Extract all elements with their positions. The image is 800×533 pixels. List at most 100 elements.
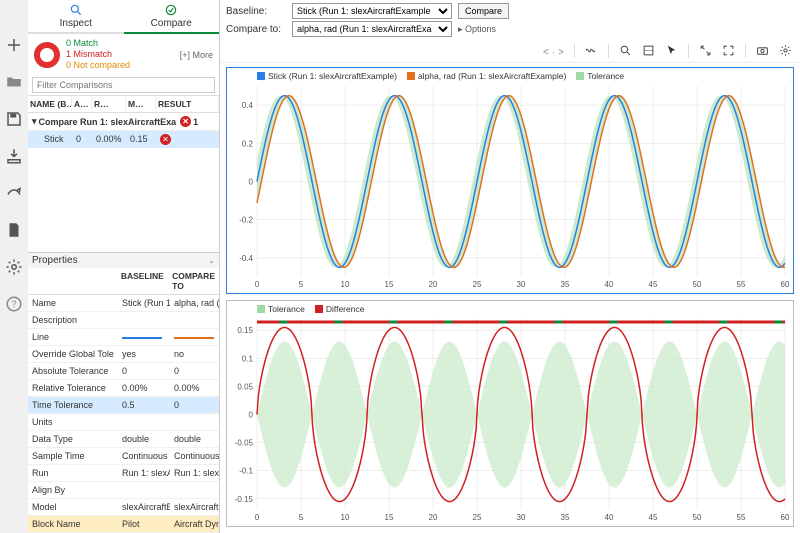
props-row[interactable]: Description (28, 312, 219, 329)
svg-text:0.15: 0.15 (237, 326, 253, 335)
props-row[interactable]: ModelslexAircraftExaslexAircraftExa (28, 499, 219, 516)
expand-icon[interactable] (699, 44, 712, 60)
svg-text:25: 25 (473, 280, 482, 289)
svg-text:60: 60 (781, 280, 790, 289)
props-row[interactable]: Sample TimeContinuousContinuous (28, 448, 219, 465)
collapse-icon[interactable]: ⌄ (208, 256, 215, 265)
svg-text:10: 10 (341, 513, 350, 522)
fit-icon[interactable] (642, 44, 655, 60)
props-row[interactable]: Align By (28, 482, 219, 499)
compareto-label: Compare to: (226, 24, 286, 35)
svg-text:5: 5 (299, 280, 304, 289)
svg-text:40: 40 (605, 513, 614, 522)
row-max: 0.15 (128, 134, 158, 145)
row-rel: 0.00% (94, 134, 128, 145)
group-row[interactable]: ▾ Compare Run 1: slexAircraftExa ✕ 1 (28, 113, 219, 131)
group-fail-icon: ✕ (180, 116, 191, 127)
difference-chart[interactable]: Tolerance Difference -0.15-0.1-0.0500.05… (226, 300, 794, 527)
svg-text:-0.1: -0.1 (239, 467, 253, 476)
zoom-icon[interactable] (619, 44, 632, 60)
baseline-select[interactable]: Stick (Run 1: slexAircraftExample (292, 3, 452, 19)
th-rel: R… (92, 96, 126, 112)
svg-text:40: 40 (605, 280, 614, 289)
props-head-compare: COMPARE TO (168, 268, 219, 294)
props-row[interactable]: RunRun 1: slexAircRun 1: slexAirc (28, 465, 219, 482)
svg-text:35: 35 (561, 513, 570, 522)
tab-inspect[interactable]: Inspect (28, 0, 124, 32)
pointer-icon[interactable] (665, 44, 678, 60)
svg-text:0.05: 0.05 (237, 382, 253, 391)
add-icon[interactable] (5, 36, 23, 57)
properties-title: Properties (32, 255, 78, 266)
svg-text:50: 50 (693, 513, 702, 522)
props-row[interactable]: Time Tolerance0.50 (28, 397, 219, 414)
th-result: RESULT (156, 96, 219, 112)
row-abs: 0 (74, 134, 94, 145)
compare-table-head: NAME (B… A… R… M… RESULT (28, 95, 219, 113)
tab-compare-label: Compare (151, 18, 192, 29)
options-link[interactable]: ▸ Options (458, 24, 496, 35)
right-panel: Baseline: Stick (Run 1: slexAircraftExam… (220, 0, 800, 533)
props-row[interactable]: Block NamePilotAircraft Dynam (28, 516, 219, 533)
props-head-baseline: BASELINE (117, 268, 168, 294)
props-row[interactable]: Absolute Tolerance00 (28, 363, 219, 380)
table-row[interactable]: Stick 0 0.00% 0.15 ✕ (28, 131, 219, 148)
svg-text:15: 15 (385, 280, 394, 289)
status-match: 0 Match (66, 38, 130, 49)
compare-button[interactable]: Compare (458, 3, 509, 19)
signal-icon[interactable] (585, 44, 598, 60)
svg-text:15: 15 (385, 513, 394, 522)
left-panel: Inspect Compare 0 Match 1 Mismatch 0 Not… (28, 0, 220, 533)
next-icon[interactable]: > (558, 47, 564, 58)
svg-text:5: 5 (299, 513, 304, 522)
row-name: Stick (30, 134, 74, 145)
chart-toolbar: <·> (220, 42, 800, 63)
chart2-svg: -0.15-0.1-0.0500.050.10.1505101520253035… (227, 301, 793, 526)
th-max: M… (126, 96, 156, 112)
svg-text:55: 55 (737, 513, 746, 522)
baseline-label: Baseline: (226, 6, 286, 17)
folder-icon[interactable] (5, 73, 23, 94)
svg-text:50: 50 (693, 280, 702, 289)
fullscreen-icon[interactable] (722, 44, 735, 60)
props-row[interactable]: Line (28, 329, 219, 346)
svg-text:55: 55 (737, 280, 746, 289)
help-icon[interactable]: ? (5, 295, 23, 316)
svg-text:0: 0 (255, 280, 260, 289)
status-summary: 0 Match 1 Mismatch 0 Not compared [+] Mo… (28, 34, 219, 75)
tab-inspect-label: Inspect (60, 18, 92, 29)
gear-icon[interactable] (5, 258, 23, 279)
props-row[interactable]: Data Typedoubledouble (28, 431, 219, 448)
svg-text:-0.15: -0.15 (235, 495, 254, 504)
compareto-select[interactable]: alpha, rad (Run 1: slexAircraftExa (292, 21, 452, 37)
props-row[interactable]: Override Global Toleyesno (28, 346, 219, 363)
th-name: NAME (B… (28, 96, 72, 112)
status-notcompared: 0 Not compared (66, 60, 130, 71)
settings-icon[interactable] (779, 44, 792, 60)
camera-icon[interactable] (756, 44, 769, 60)
document-icon[interactable] (5, 221, 23, 242)
left-rail: ? (0, 0, 28, 533)
svg-text:0: 0 (249, 411, 254, 420)
import-icon[interactable] (5, 147, 23, 168)
props-row[interactable]: Relative Tolerance0.00%0.00% (28, 380, 219, 397)
svg-text:0: 0 (249, 178, 254, 187)
svg-text:30: 30 (517, 280, 526, 289)
status-mismatch: 1 Mismatch (66, 49, 130, 60)
svg-text:?: ? (11, 299, 16, 309)
svg-text:60: 60 (781, 513, 790, 522)
svg-text:-0.05: -0.05 (235, 439, 254, 448)
export-icon[interactable] (5, 184, 23, 205)
status-ring-icon (34, 42, 60, 68)
props-row[interactable]: NameStick (Run 1: slalpha, rad (Run (28, 295, 219, 312)
svg-text:-0.4: -0.4 (239, 254, 253, 263)
signals-chart[interactable]: Stick (Run 1: slexAircraftExample) alpha… (226, 67, 794, 294)
svg-text:0: 0 (255, 513, 260, 522)
more-link[interactable]: [+] More (180, 50, 213, 60)
svg-text:20: 20 (429, 513, 438, 522)
tab-compare[interactable]: Compare (124, 0, 220, 34)
props-row[interactable]: Units (28, 414, 219, 431)
save-icon[interactable] (5, 110, 23, 131)
prev-icon[interactable]: < (543, 47, 549, 58)
filter-input[interactable] (32, 77, 215, 93)
